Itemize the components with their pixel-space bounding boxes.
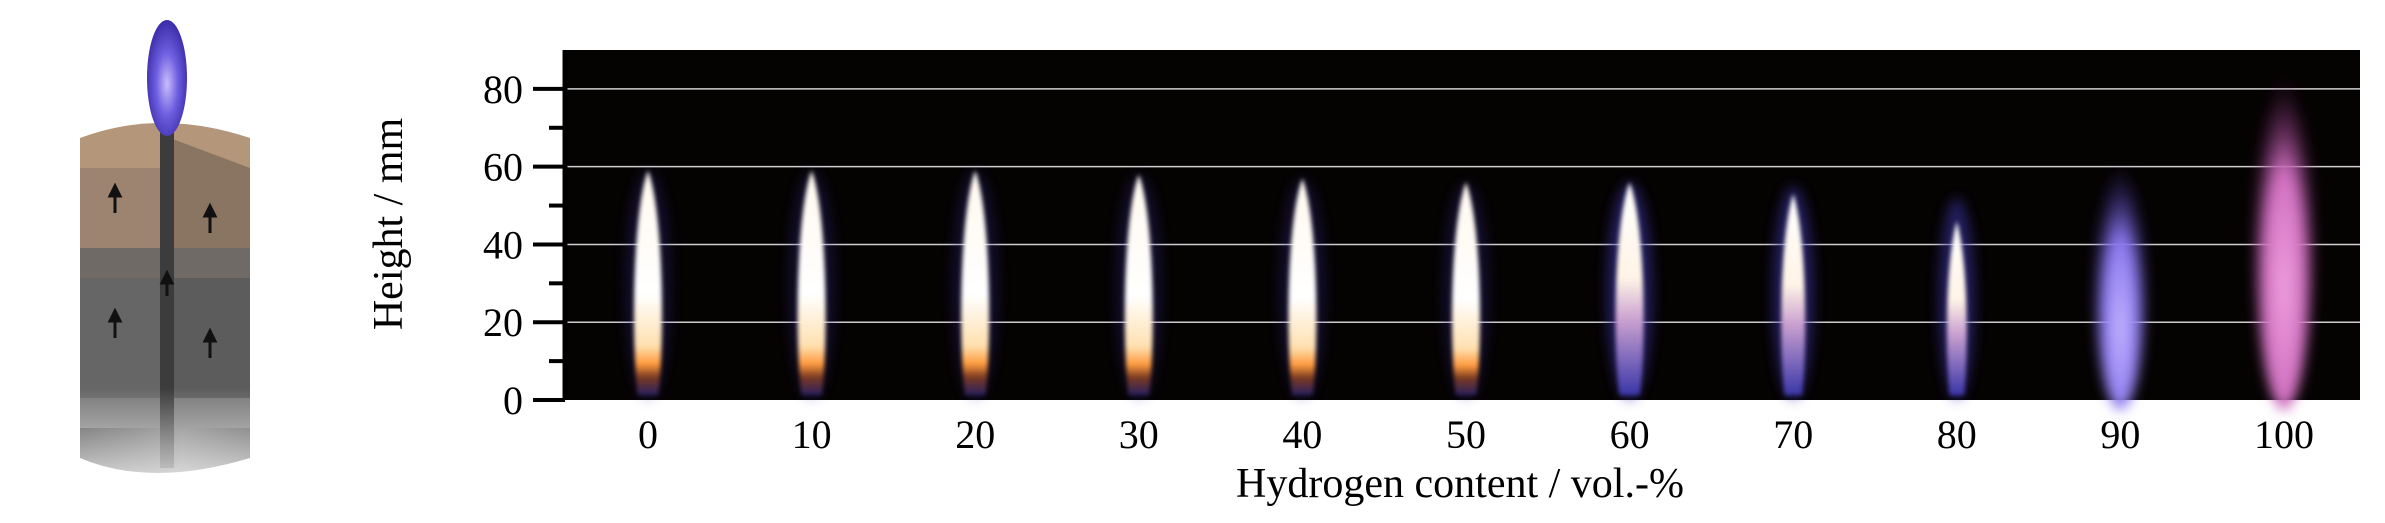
x-axis: 0 10 20 30 40 50 60 70 80 90 100 xyxy=(638,412,2314,457)
x-tick-label: 80 xyxy=(1937,412,1977,457)
x-tick-label: 90 xyxy=(2100,412,2140,457)
flow-arrows xyxy=(107,182,218,358)
burner-upper-section xyxy=(80,168,170,258)
x-tick-label: 100 xyxy=(2254,412,2314,457)
flame-30 xyxy=(1115,174,1162,400)
flame-100 xyxy=(2254,60,2314,410)
x-tick-label: 40 xyxy=(1282,412,1322,457)
flame-10 xyxy=(788,170,835,400)
burner-illustration xyxy=(60,20,280,498)
y-axis: 0 20 40 60 80 xyxy=(483,50,568,423)
y-tick-label: 0 xyxy=(503,378,523,423)
flame-40 xyxy=(1279,178,1326,400)
flame-70 xyxy=(1772,186,1814,400)
flame-50 xyxy=(1443,182,1489,400)
flame-0 xyxy=(625,170,671,400)
burner-fade xyxy=(60,388,280,498)
y-tick-label: 40 xyxy=(483,222,523,267)
y-tick-label: 60 xyxy=(483,145,523,190)
flame-60 xyxy=(1606,182,1653,400)
burner-cut-face xyxy=(170,138,250,258)
flame-80 xyxy=(1938,197,1975,400)
flame-90 xyxy=(2094,137,2147,410)
x-tick-label: 70 xyxy=(1773,412,1813,457)
x-tick-label: 20 xyxy=(955,412,995,457)
x-tick-label: 10 xyxy=(792,412,832,457)
y-tick-label: 20 xyxy=(483,300,523,345)
flames xyxy=(625,60,2314,410)
flame-20 xyxy=(952,170,999,400)
x-tick-label: 50 xyxy=(1446,412,1486,457)
x-tick-label: 0 xyxy=(638,412,658,457)
burner-flame xyxy=(147,20,187,136)
x-tick-label: 60 xyxy=(1610,412,1650,457)
y-axis-label: Height / mm xyxy=(366,118,412,331)
x-axis-label: Hydrogen content / vol.-% xyxy=(1236,461,1684,507)
x-tick-label: 30 xyxy=(1119,412,1159,457)
y-tick-label: 80 xyxy=(483,67,523,112)
